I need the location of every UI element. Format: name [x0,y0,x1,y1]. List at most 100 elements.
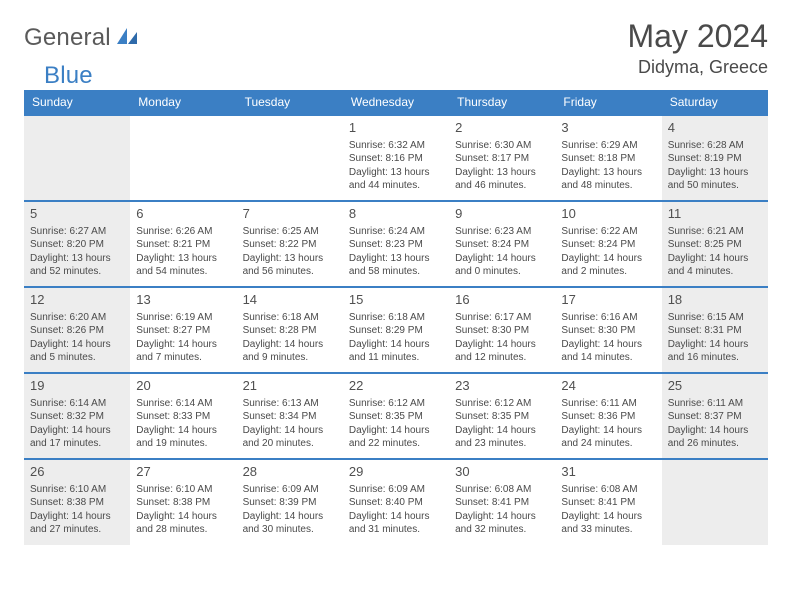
daylight2-text: and 16 minutes. [668,351,762,365]
daylight2-text: and 11 minutes. [349,351,443,365]
daylight2-text: and 0 minutes. [455,265,549,279]
sunset-text: Sunset: 8:21 PM [136,238,230,252]
day-number: 15 [349,291,443,309]
sunset-text: Sunset: 8:39 PM [243,496,337,510]
day-number: 26 [30,463,124,481]
day-number: 25 [668,377,762,395]
daylight2-text: and 22 minutes. [349,437,443,451]
daylight2-text: and 46 minutes. [455,179,549,193]
sunrise-text: Sunrise: 6:30 AM [455,139,549,153]
calendar-week-row: 12Sunrise: 6:20 AMSunset: 8:26 PMDayligh… [24,287,768,373]
daylight1-text: Daylight: 13 hours [561,166,655,180]
daylight2-text: and 4 minutes. [668,265,762,279]
calendar-day-cell: 25 Sunrise: 6:11 AMSunset: 8:37 PMDayligh… [662,373,768,459]
daylight1-text: Daylight: 14 hours [30,338,124,352]
sunrise-text: Sunrise: 6:10 AM [136,483,230,497]
sunset-text: Sunset: 8:23 PM [349,238,443,252]
sunset-text: Sunset: 8:38 PM [136,496,230,510]
daylight1-text: Daylight: 13 hours [668,166,762,180]
sunrise-text: Sunrise: 6:23 AM [455,225,549,239]
sunrise-text: Sunrise: 6:11 AM [668,397,762,411]
calendar-day-cell: 23Sunrise: 6:12 AMSunset: 8:35 PMDayligh… [449,373,555,459]
brand-word2: Blue [44,62,93,90]
sunrise-text: Sunrise: 6:18 AM [243,311,337,325]
daylight1-text: Daylight: 14 hours [136,510,230,524]
daylight1-text: Daylight: 13 hours [136,252,230,266]
calendar-day-cell: 10Sunrise: 6:22 AMSunset: 8:24 PMDayligh… [555,201,661,287]
sunset-text: Sunset: 8:32 PM [30,410,124,424]
sunrise-text: Sunrise: 6:08 AM [455,483,549,497]
daylight1-text: Daylight: 14 hours [668,252,762,266]
sunset-text: Sunset: 8:26 PM [30,324,124,338]
daylight1-text: Daylight: 14 hours [243,338,337,352]
sunrise-text: Sunrise: 6:08 AM [561,483,655,497]
daylight2-text: and 44 minutes. [349,179,443,193]
day-number: 18 [668,291,762,309]
daylight2-text: and 31 minutes. [349,523,443,537]
day-number: 7 [243,205,337,223]
sunrise-text: Sunrise: 6:17 AM [455,311,549,325]
daylight1-text: Daylight: 14 hours [455,252,549,266]
sunrise-text: Sunrise: 6:16 AM [561,311,655,325]
sunset-text: Sunset: 8:40 PM [349,496,443,510]
weekday-header: Saturday [662,90,768,115]
brand-logo: General [24,24,141,52]
calendar-day-cell [130,115,236,201]
day-number: 27 [136,463,230,481]
day-number: 10 [561,205,655,223]
daylight1-text: Daylight: 14 hours [668,424,762,438]
sunset-text: Sunset: 8:25 PM [668,238,762,252]
daylight1-text: Daylight: 14 hours [668,338,762,352]
sunrise-text: Sunrise: 6:12 AM [455,397,549,411]
daylight1-text: Daylight: 13 hours [349,252,443,266]
calendar-day-cell: 24Sunrise: 6:11 AMSunset: 8:36 PMDayligh… [555,373,661,459]
sunset-text: Sunset: 8:38 PM [30,496,124,510]
daylight1-text: Daylight: 14 hours [561,338,655,352]
sunset-text: Sunset: 8:19 PM [668,152,762,166]
sunrise-text: Sunrise: 6:25 AM [243,225,337,239]
daylight1-text: Daylight: 13 hours [243,252,337,266]
daylight1-text: Daylight: 14 hours [136,424,230,438]
day-number: 4 [668,119,762,137]
calendar-day-cell [662,459,768,545]
daylight2-text: and 2 minutes. [561,265,655,279]
daylight2-text: and 28 minutes. [136,523,230,537]
calendar-day-cell: 21Sunrise: 6:13 AMSunset: 8:34 PMDayligh… [237,373,343,459]
sunset-text: Sunset: 8:37 PM [668,410,762,424]
calendar-week-row: 5Sunrise: 6:27 AMSunset: 8:20 PMDaylight… [24,201,768,287]
daylight2-text: and 23 minutes. [455,437,549,451]
sunset-text: Sunset: 8:30 PM [561,324,655,338]
sunset-text: Sunset: 8:31 PM [668,324,762,338]
calendar-day-cell: 7Sunrise: 6:25 AMSunset: 8:22 PMDaylight… [237,201,343,287]
title-block: May 2024 Didyma, Greece [627,18,768,78]
daylight1-text: Daylight: 14 hours [243,510,337,524]
calendar-day-cell: 28Sunrise: 6:09 AMSunset: 8:39 PMDayligh… [237,459,343,545]
calendar-day-cell: 26Sunrise: 6:10 AMSunset: 8:38 PMDayligh… [24,459,130,545]
calendar-day-cell [24,115,130,201]
calendar-week-row: 19Sunrise: 6:14 AMSunset: 8:32 PMDayligh… [24,373,768,459]
day-number: 24 [561,377,655,395]
calendar-day-cell: 30Sunrise: 6:08 AMSunset: 8:41 PMDayligh… [449,459,555,545]
daylight1-text: Daylight: 14 hours [455,510,549,524]
daylight1-text: Daylight: 14 hours [561,424,655,438]
calendar-day-cell: 11Sunrise: 6:21 AMSunset: 8:25 PMDayligh… [662,201,768,287]
day-number: 21 [243,377,337,395]
sunrise-text: Sunrise: 6:28 AM [668,139,762,153]
sail-icon [115,26,139,51]
day-number: 17 [561,291,655,309]
day-number: 22 [349,377,443,395]
daylight1-text: Daylight: 14 hours [561,252,655,266]
daylight1-text: Daylight: 13 hours [30,252,124,266]
daylight2-text: and 7 minutes. [136,351,230,365]
calendar-day-cell: 19Sunrise: 6:14 AMSunset: 8:32 PMDayligh… [24,373,130,459]
weekday-header-row: Sunday Monday Tuesday Wednesday Thursday… [24,90,768,115]
day-number: 2 [455,119,549,137]
sunset-text: Sunset: 8:35 PM [455,410,549,424]
weekday-header: Sunday [24,90,130,115]
daylight1-text: Daylight: 13 hours [455,166,549,180]
calendar-day-cell: 12Sunrise: 6:20 AMSunset: 8:26 PMDayligh… [24,287,130,373]
sunset-text: Sunset: 8:41 PM [561,496,655,510]
daylight1-text: Daylight: 14 hours [455,338,549,352]
daylight1-text: Daylight: 14 hours [136,338,230,352]
daylight2-text: and 9 minutes. [243,351,337,365]
